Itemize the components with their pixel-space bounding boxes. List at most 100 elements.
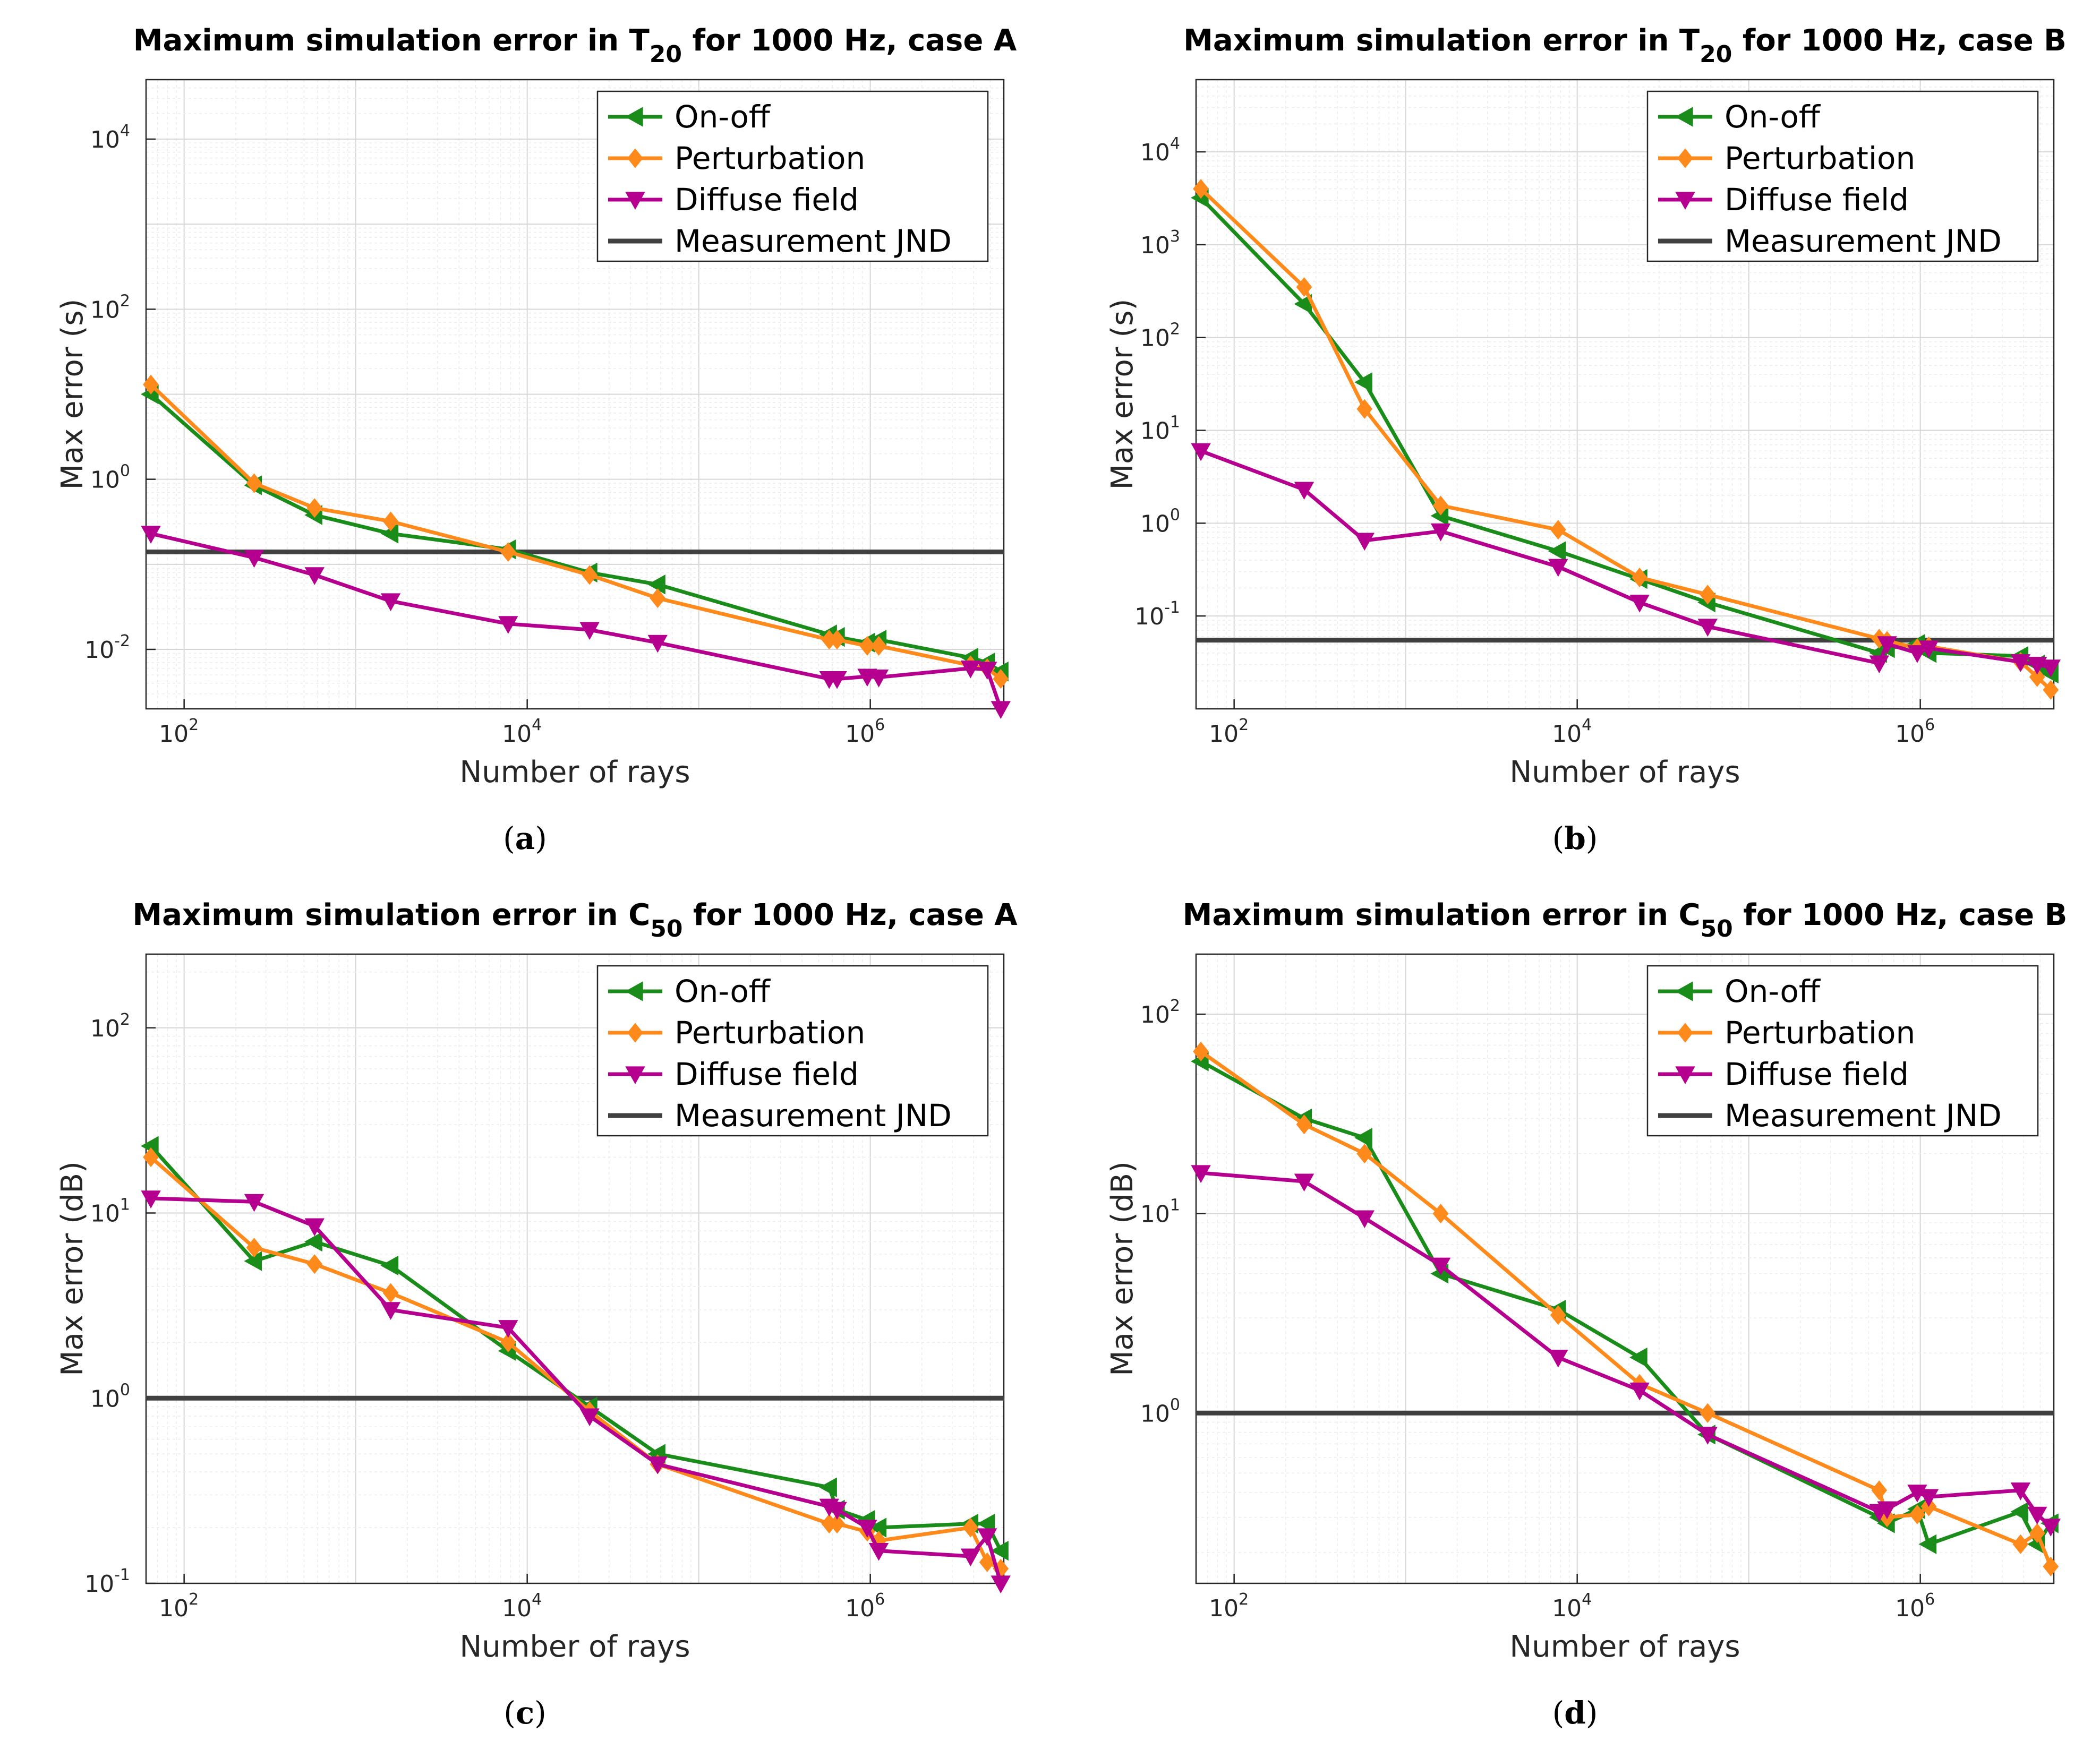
data-point-onoff bbox=[647, 575, 665, 595]
y-tick-label: 100 bbox=[90, 1381, 130, 1412]
data-point-diffuse bbox=[498, 1320, 518, 1338]
data-point-perturbation bbox=[993, 668, 1009, 689]
data-point-diffuse bbox=[1430, 523, 1451, 542]
data-point-diffuse bbox=[857, 1520, 877, 1538]
series-line-perturbation bbox=[149, 1155, 1002, 1571]
data-point-onoff bbox=[244, 1251, 262, 1271]
data-point-perturbation bbox=[829, 630, 845, 650]
legend: On-off Perturbation Diffuse field Measureme… bbox=[1646, 965, 2039, 1137]
legend-box bbox=[596, 965, 989, 1137]
legend-label-onoff: On-off bbox=[675, 973, 771, 1009]
data-point-onoff bbox=[380, 1255, 399, 1276]
data-point-diffuse bbox=[1191, 1165, 1211, 1184]
data-point-diffuse bbox=[1918, 1489, 1939, 1507]
y-tick-exponent: 4 bbox=[120, 122, 130, 140]
data-point-diffuse bbox=[1191, 443, 1211, 461]
legend-marker-onoff bbox=[1675, 981, 1693, 1001]
x-tick-label: 102 bbox=[1209, 1590, 1249, 1622]
y-tick-exponent: -1 bbox=[1164, 598, 1180, 617]
chart-a: 102 104 106 10-2 100 102 104 Maximum simulation… bbox=[55, 23, 1017, 790]
legend-label-perturbation: Perturbation bbox=[1725, 1015, 1915, 1051]
legend-label-diffuse: Diffuse field bbox=[675, 1056, 859, 1092]
data-point-perturbation bbox=[500, 542, 516, 562]
data-point-perturbation bbox=[2012, 1534, 2029, 1554]
series-line-perturbation bbox=[149, 383, 1002, 681]
data-point-perturbation bbox=[306, 1254, 323, 1274]
y-tick-exponent: 1 bbox=[1170, 1196, 1180, 1215]
data-point-perturbation bbox=[870, 636, 887, 656]
y-tick-exponent: 3 bbox=[1170, 227, 1180, 246]
x-tick-label: 102 bbox=[159, 716, 199, 748]
data-point-perturbation bbox=[1193, 1041, 1209, 1061]
y-tick-exponent: 2 bbox=[1170, 320, 1180, 339]
x-tick-label: 104 bbox=[1552, 716, 1592, 748]
legend-label-perturbation: Perturbation bbox=[1725, 140, 1915, 176]
legend-marker-perturbation bbox=[1677, 148, 1693, 168]
data-point-perturbation bbox=[1871, 1480, 1888, 1501]
data-point-onoff bbox=[991, 1540, 1009, 1561]
data-point-perturbation bbox=[1356, 1144, 1373, 1164]
data-point-diffuse bbox=[977, 1528, 997, 1547]
y-tick-exponent: 0 bbox=[1170, 505, 1180, 524]
data-point-perturbation bbox=[2043, 680, 2059, 700]
series-perturbation bbox=[1193, 1041, 2059, 1576]
data-point-diffuse bbox=[1354, 1210, 1375, 1229]
series-line-onoff bbox=[149, 392, 1002, 673]
data-point-diffuse bbox=[2010, 1482, 2031, 1501]
x-tick-label: 106 bbox=[1895, 716, 1935, 748]
data-point-perturbation bbox=[143, 374, 159, 395]
data-point-diffuse bbox=[2027, 1506, 2047, 1525]
series-line-diffuse bbox=[1200, 1171, 2052, 1528]
data-point-diffuse bbox=[1548, 559, 1568, 577]
series-diffuse bbox=[1191, 1165, 2061, 1537]
x-axis-label: Number of rays bbox=[1509, 1630, 1740, 1664]
data-point-perturbation bbox=[1700, 1403, 1716, 1423]
data-point-perturbation bbox=[1432, 1204, 1449, 1224]
series-line-diffuse bbox=[150, 531, 1003, 710]
data-point-perturbation bbox=[1550, 520, 1566, 540]
legend-label-onoff: On-off bbox=[1725, 973, 1821, 1009]
data-point-perturbation bbox=[1356, 399, 1373, 419]
y-tick-label: 101 bbox=[1140, 1196, 1180, 1228]
data-point-onoff bbox=[1354, 372, 1372, 392]
y-tick-label: 100 bbox=[1140, 1395, 1180, 1427]
data-point-onoff bbox=[977, 1513, 995, 1534]
legend-marker-onoff bbox=[625, 107, 643, 127]
legend-label-diffuse: Diffuse field bbox=[1725, 182, 1909, 218]
legend-label-diffuse: Diffuse field bbox=[1725, 1056, 1909, 1092]
chart-title: Maximum simulation error in C50 for 1000… bbox=[132, 898, 1018, 942]
legend: On-off Perturbation Diffuse field Measureme… bbox=[596, 90, 989, 262]
legend-label-onoff: On-off bbox=[675, 99, 771, 135]
data-point-perturbation bbox=[1909, 1504, 1925, 1524]
data-point-perturbation bbox=[962, 1517, 979, 1538]
y-tick-label: 101 bbox=[1140, 413, 1180, 445]
x-tick-label: 102 bbox=[159, 1590, 199, 1622]
data-point-perturbation bbox=[382, 1283, 399, 1303]
y-tick-exponent: 2 bbox=[120, 1010, 130, 1029]
data-point-diffuse bbox=[2041, 659, 2061, 678]
axis-ticks bbox=[146, 138, 871, 709]
y-axis-label: Max error (dB) bbox=[1105, 1161, 1140, 1376]
x-axis-label: Number of rays bbox=[1509, 755, 1740, 790]
title-subscript: 50 bbox=[1701, 915, 1733, 942]
series-line-diffuse bbox=[1200, 449, 2051, 670]
data-point-perturbation bbox=[143, 1147, 159, 1168]
title-rest: for 1000 Hz, case B bbox=[1733, 898, 2068, 932]
data-point-onoff bbox=[1629, 1347, 1647, 1368]
x-tick-label: 104 bbox=[502, 1590, 542, 1622]
legend-label-jnd: Measurement JND bbox=[1725, 1098, 2002, 1134]
data-point-diffuse bbox=[1430, 1257, 1451, 1276]
series-diffuse bbox=[141, 1190, 1011, 1594]
x-tick-exponent: 4 bbox=[1582, 1590, 1592, 1609]
y-tick-label: 10-1 bbox=[1134, 598, 1180, 630]
data-point-diffuse bbox=[1697, 619, 1718, 637]
chart-panel-b: 102 104 106 10-1 100 101 102 103 104 Maximum simu… bbox=[1050, 0, 2100, 874]
data-point-perturbation bbox=[1550, 1305, 1566, 1325]
x-tick-exponent: 4 bbox=[532, 1590, 542, 1609]
title-rest: for 1000 Hz, case A bbox=[682, 898, 1018, 932]
data-point-onoff bbox=[819, 1477, 837, 1497]
data-point-diffuse bbox=[1294, 482, 1314, 500]
series-line-diffuse bbox=[150, 1196, 1003, 1584]
data-point-diffuse bbox=[1629, 1382, 1650, 1401]
